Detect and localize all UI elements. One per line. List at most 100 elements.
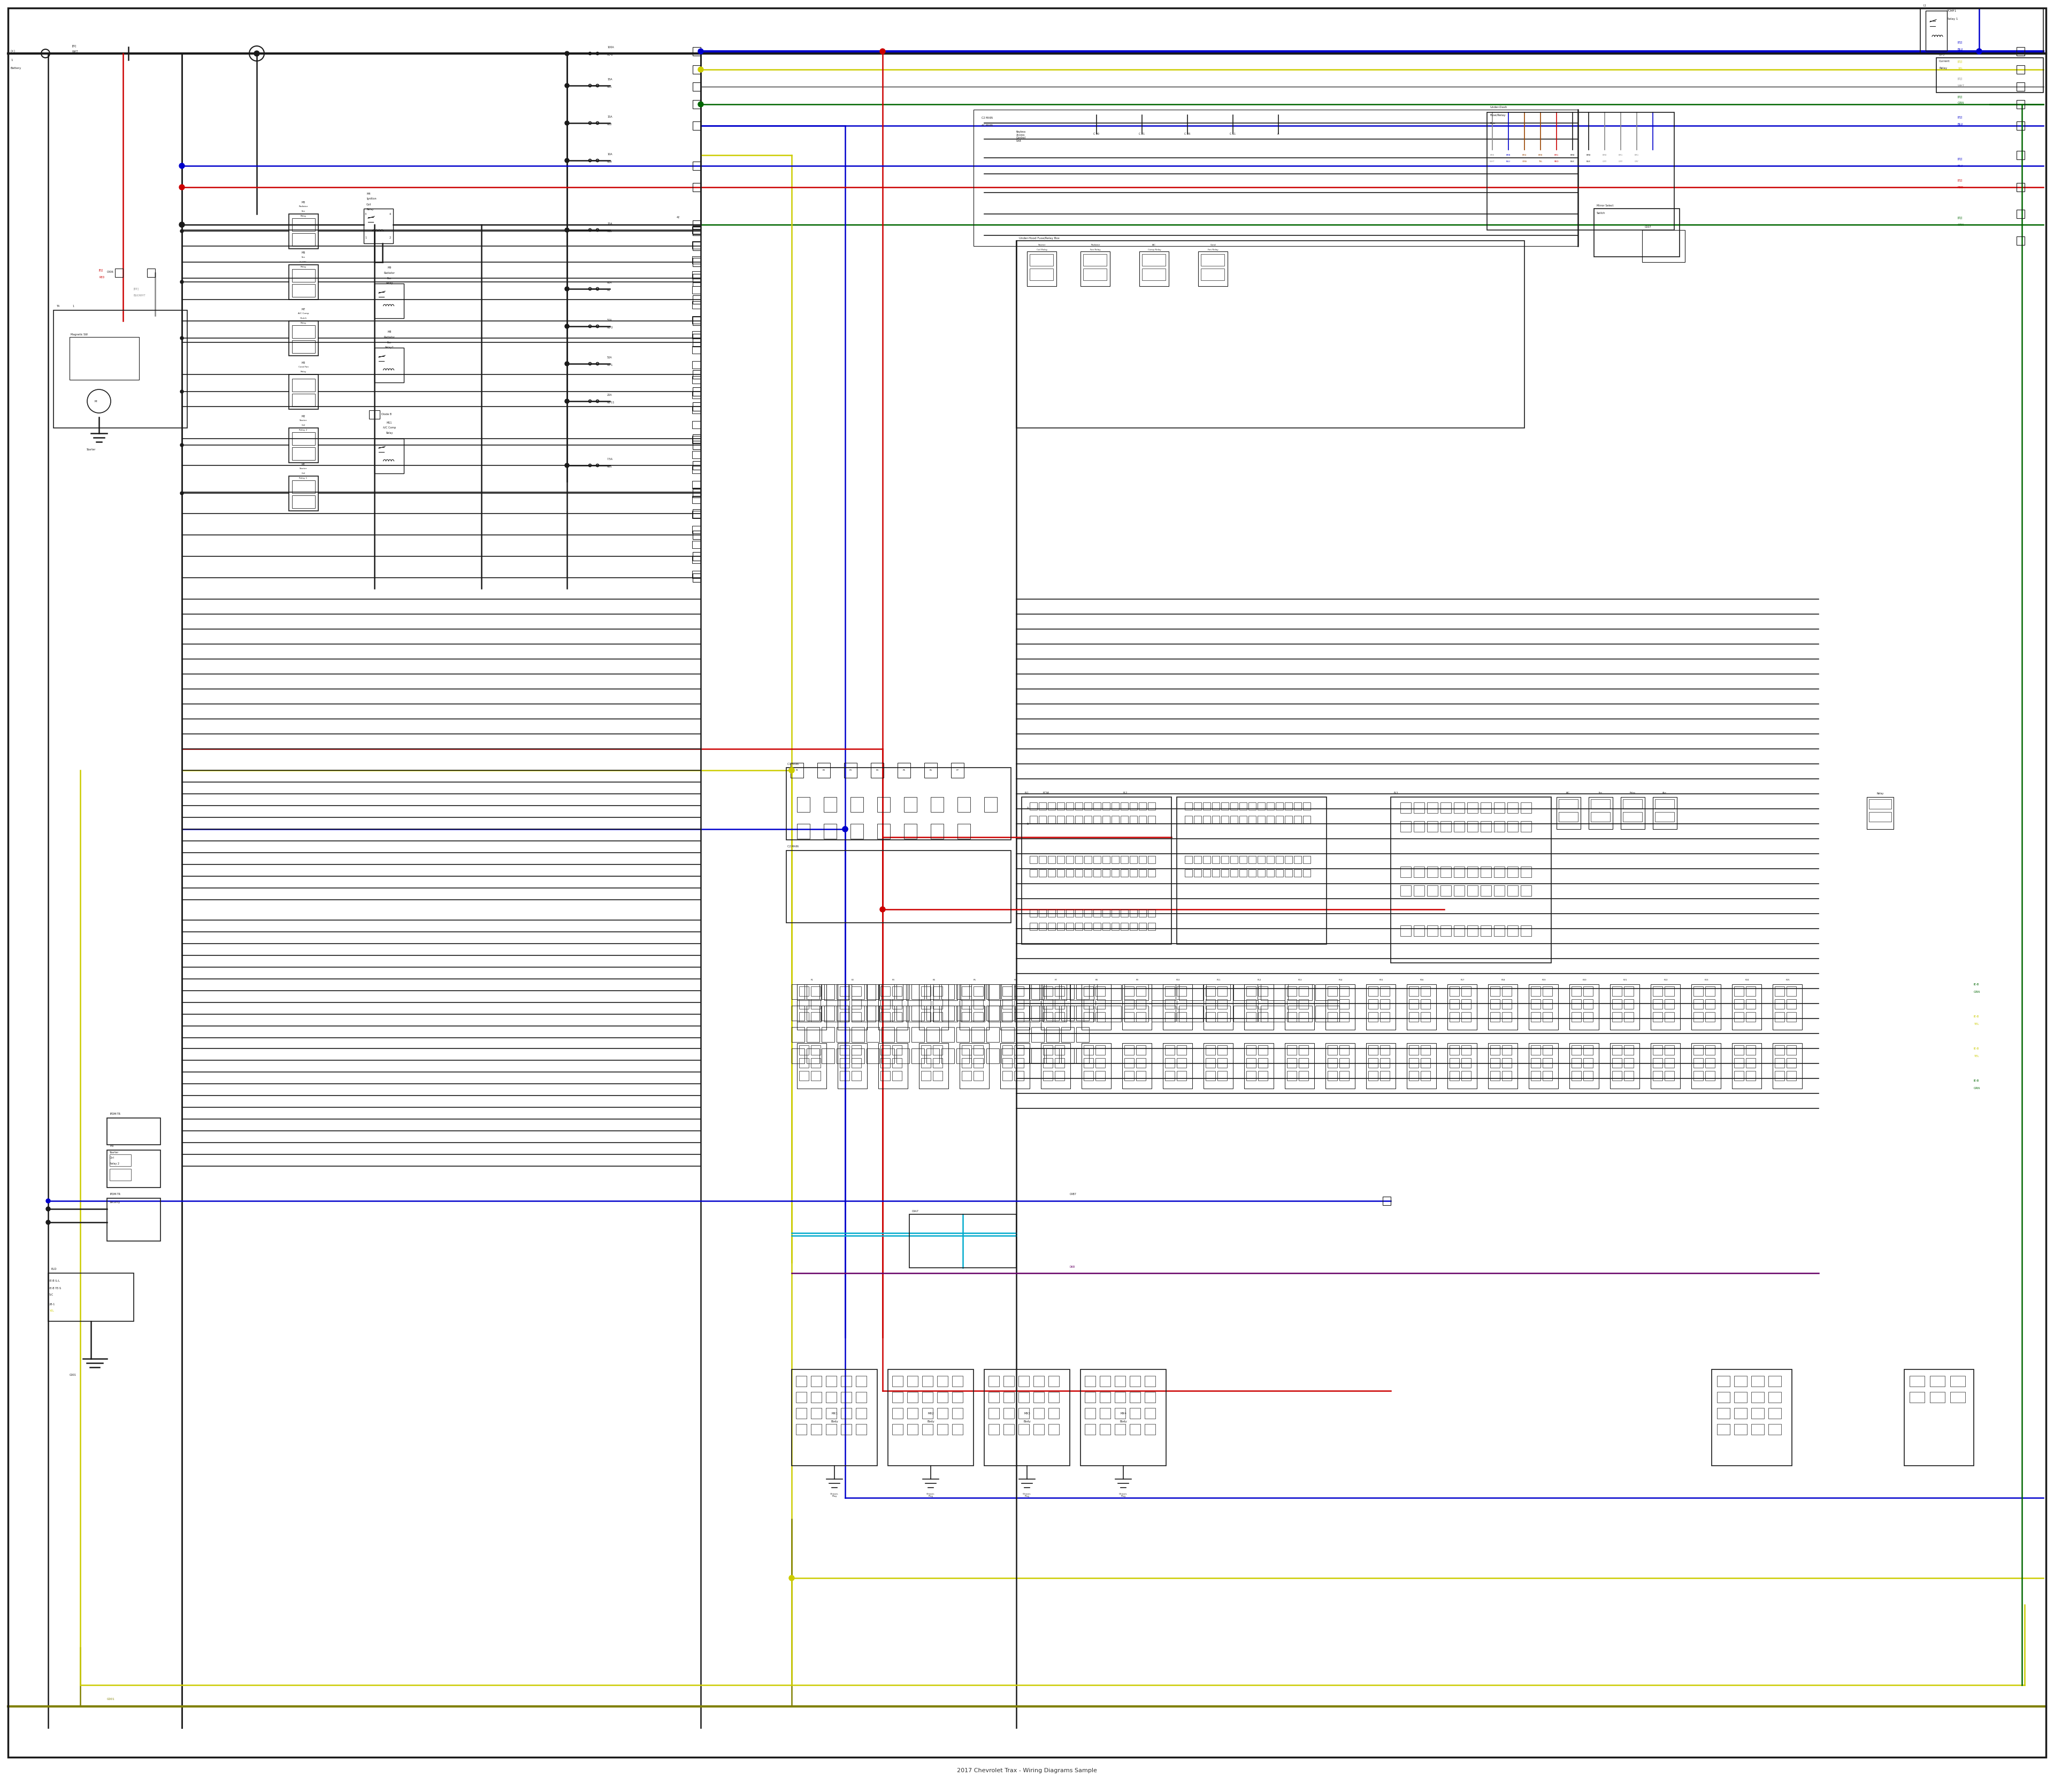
Bar <box>692 183 700 192</box>
Bar <box>1610 1043 1639 1088</box>
Bar <box>961 1057 972 1068</box>
Text: F19: F19 <box>1543 978 1547 980</box>
Text: Body: Body <box>1023 1421 1031 1423</box>
Bar <box>1222 869 1228 876</box>
Bar <box>926 1048 939 1063</box>
Bar <box>1787 1072 1795 1081</box>
Text: PCMF1: PCMF1 <box>1947 9 1957 13</box>
Bar <box>933 984 957 1000</box>
Bar <box>1099 1376 1111 1387</box>
Bar <box>1787 1045 1795 1055</box>
Bar <box>840 1409 852 1419</box>
Bar <box>1325 1043 1356 1088</box>
Bar <box>1202 254 1224 265</box>
Bar <box>1185 869 1191 876</box>
Circle shape <box>181 222 185 228</box>
Bar <box>692 228 700 235</box>
Bar <box>1625 986 1633 996</box>
Bar <box>1062 984 1074 1000</box>
Bar <box>1920 7 2044 54</box>
Text: M11: M11 <box>386 421 392 425</box>
Bar <box>1165 1000 1175 1009</box>
Bar <box>2017 82 2025 91</box>
Circle shape <box>181 280 183 283</box>
Bar <box>1103 857 1109 864</box>
Text: A1: A1 <box>608 289 610 292</box>
Bar <box>1204 857 1210 864</box>
Text: P6: P6 <box>928 769 933 771</box>
Bar <box>1056 1057 1064 1068</box>
Bar <box>1239 803 1247 810</box>
Bar <box>972 1005 984 1021</box>
Text: Body: Body <box>830 1421 838 1423</box>
Bar <box>1286 869 1292 876</box>
Bar <box>824 797 836 812</box>
Text: [EJ]: [EJ] <box>1957 95 1964 99</box>
Bar <box>1481 821 1491 831</box>
Bar <box>1099 1425 1111 1435</box>
Circle shape <box>698 48 702 54</box>
Text: Relay: Relay <box>300 323 306 324</box>
Bar <box>692 391 700 398</box>
Bar <box>908 1376 918 1387</box>
Bar <box>1440 867 1452 878</box>
Bar <box>1261 984 1286 1000</box>
Bar <box>1121 803 1128 810</box>
Bar <box>1520 885 1532 896</box>
Bar <box>1136 1057 1146 1068</box>
Circle shape <box>565 324 569 328</box>
Bar <box>972 984 984 1000</box>
Text: Ignition: Ignition <box>366 197 376 201</box>
Bar <box>879 1005 904 1021</box>
Bar <box>1121 857 1128 864</box>
Text: Starter: Starter <box>300 419 308 421</box>
Bar <box>1002 1057 1013 1068</box>
Bar <box>1085 923 1093 930</box>
Bar <box>1773 1043 1801 1088</box>
Bar <box>1651 1043 1680 1088</box>
Text: C4A7: C4A7 <box>912 1210 918 1213</box>
Bar <box>292 495 314 509</box>
Bar <box>1288 1057 1296 1068</box>
Bar <box>1409 1072 1419 1081</box>
Bar <box>1327 1072 1337 1081</box>
Bar <box>838 1043 867 1088</box>
Bar <box>1368 1000 1378 1009</box>
Text: Relay: Relay <box>300 215 306 217</box>
Bar <box>896 984 910 1000</box>
Bar <box>824 824 836 839</box>
Bar <box>1692 1072 1703 1081</box>
Bar <box>1002 1072 1013 1081</box>
Bar <box>840 1000 850 1009</box>
Bar <box>1407 1043 1436 1088</box>
Bar <box>1450 1000 1458 1009</box>
Bar <box>692 256 700 263</box>
Bar <box>1315 984 1339 1000</box>
Bar <box>1004 1425 1015 1435</box>
Bar <box>1015 1005 1039 1021</box>
Bar <box>1288 986 1296 996</box>
Bar <box>1493 925 1506 935</box>
Text: B-1: B-1 <box>1025 792 1029 794</box>
Bar <box>871 763 883 778</box>
Bar <box>1621 797 1645 830</box>
Text: Relay: Relay <box>1877 792 1884 794</box>
Text: A25: A25 <box>608 466 612 468</box>
Text: F17: F17 <box>1460 978 1465 980</box>
Text: Relay 1: Relay 1 <box>1947 18 1957 20</box>
Bar <box>1136 1000 1146 1009</box>
Bar <box>1327 986 1337 996</box>
Bar <box>1267 869 1273 876</box>
Text: BR1: BR1 <box>1619 154 1623 156</box>
Bar <box>1656 812 1674 823</box>
Text: YEL: YEL <box>49 1310 53 1312</box>
Bar <box>877 797 889 812</box>
Bar <box>70 337 140 380</box>
Bar <box>1093 923 1101 930</box>
Text: Chassis
Plug: Chassis Plug <box>830 1493 838 1498</box>
Bar <box>1239 815 1247 823</box>
Bar <box>1508 925 1518 935</box>
Bar <box>1085 909 1093 918</box>
Bar <box>1460 1000 1471 1009</box>
Text: Chassis
Plug: Chassis Plug <box>926 1493 935 1498</box>
